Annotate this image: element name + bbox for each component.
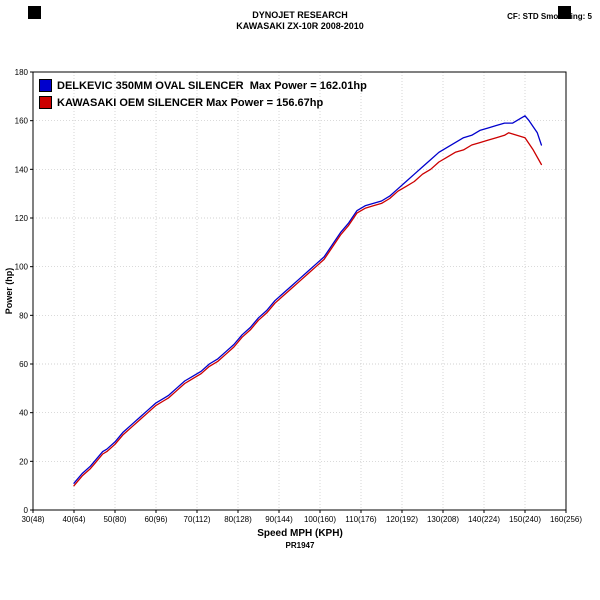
svg-text:140: 140	[15, 165, 29, 174]
svg-text:160: 160	[15, 117, 29, 126]
svg-text:40: 40	[19, 409, 28, 418]
chart-legend: DELKEVIC 350MM OVAL SILENCER Max Power =…	[39, 77, 367, 111]
svg-text:80(128): 80(128)	[224, 515, 252, 524]
chart-header: DYNOJET RESEARCH KAWASAKI ZX-10R 2008-20…	[0, 10, 600, 32]
legend-label-oem: KAWASAKI OEM SILENCER Max Power = 156.67…	[57, 96, 324, 109]
svg-text:40(64): 40(64)	[62, 515, 85, 524]
legend-item-delkevic: DELKEVIC 350MM OVAL SILENCER Max Power =…	[39, 77, 367, 94]
svg-text:120(192): 120(192)	[386, 515, 418, 524]
legend-label-delkevic: DELKEVIC 350MM OVAL SILENCER Max Power =…	[57, 79, 367, 92]
svg-text:Power (hp): Power (hp)	[4, 268, 14, 315]
legend-item-oem: KAWASAKI OEM SILENCER Max Power = 156.67…	[39, 94, 367, 111]
svg-text:70(112): 70(112)	[184, 515, 211, 524]
svg-text:20: 20	[19, 457, 28, 466]
cf-smoothing-label: CF: STD Smoothing: 5	[507, 12, 592, 21]
svg-text:50(80): 50(80)	[103, 515, 126, 524]
svg-text:140(224): 140(224)	[468, 515, 500, 524]
svg-text:100: 100	[15, 263, 29, 272]
vehicle-title: KAWASAKI ZX-10R 2008-2010	[236, 21, 364, 31]
corner-mark-left	[28, 6, 41, 19]
report-title: DYNOJET RESEARCH	[252, 10, 348, 20]
svg-text:60: 60	[19, 360, 28, 369]
svg-text:80: 80	[19, 311, 28, 320]
svg-text:150(240): 150(240)	[509, 515, 541, 524]
svg-text:60(96): 60(96)	[144, 515, 167, 524]
svg-text:110(176): 110(176)	[345, 515, 377, 524]
run-reference: PR1947	[285, 541, 315, 550]
svg-text:30(48): 30(48)	[21, 515, 44, 524]
legend-swatch-blue	[39, 79, 52, 92]
svg-text:0: 0	[24, 506, 29, 515]
corner-mark-right	[558, 6, 571, 19]
svg-text:130(208): 130(208)	[427, 515, 459, 524]
svg-text:120: 120	[15, 214, 29, 223]
svg-text:100(160): 100(160)	[304, 515, 336, 524]
legend-swatch-red	[39, 96, 52, 109]
svg-text:180: 180	[15, 68, 29, 77]
svg-text:160(256): 160(256)	[550, 515, 582, 524]
svg-text:90(144): 90(144)	[265, 515, 293, 524]
x-axis-label: Speed MPH (KPH)	[257, 528, 343, 539]
